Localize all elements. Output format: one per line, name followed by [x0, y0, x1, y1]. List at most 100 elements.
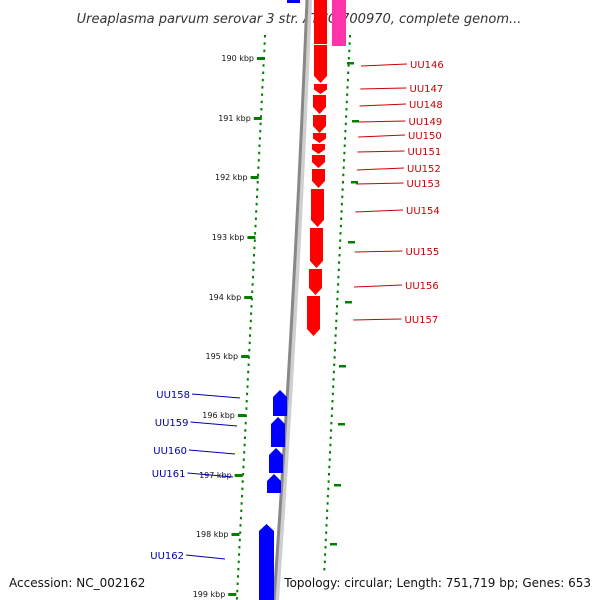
track-dot: [340, 210, 343, 213]
track-dot: [339, 239, 342, 242]
track-dot: [326, 502, 329, 505]
track-dot: [345, 115, 348, 118]
kbp-tick-mark: [244, 296, 253, 299]
kbp-tick-label: 195 kbp: [205, 352, 238, 361]
track-dot: [238, 538, 241, 542]
genome-summary: Topology: circular; Length: 751,719 bp; …: [283, 576, 591, 590]
track-dot: [244, 421, 247, 425]
track-dot: [338, 246, 341, 250]
track-dot: [261, 78, 264, 82]
track-dot: [337, 268, 340, 272]
kbp-tick-label: 194 kbp: [209, 293, 242, 302]
forward-gene-arrow: [307, 296, 320, 336]
track-dot: [250, 305, 253, 308]
kbp-tick-label: 196 kbp: [202, 411, 235, 420]
track-dot: [262, 64, 265, 67]
track-dot: [256, 188, 259, 191]
track-dot: [348, 49, 351, 53]
forward-gene-label: UU150: [408, 131, 442, 142]
map-title: Ureaplasma parvum serovar 3 str. ATCC 70…: [77, 12, 522, 27]
reverse-gene-arrow: [267, 474, 281, 493]
track-dot: [246, 385, 249, 388]
forward-gene-leader: [356, 182, 404, 185]
track-dash: [334, 484, 341, 487]
track-dash: [348, 241, 355, 244]
forward-gene-leader: [357, 150, 405, 153]
track-dot: [336, 290, 339, 293]
forward-gene-leader: [354, 250, 403, 253]
track-dot: [251, 283, 254, 286]
reverse-gene-leader: [191, 393, 241, 399]
track-dot: [242, 473, 245, 476]
track-dot: [257, 159, 260, 162]
track-dot: [332, 385, 335, 388]
track-dot: [346, 93, 349, 96]
track-dot: [240, 502, 243, 505]
forward-gene-label: UU149: [409, 117, 443, 128]
track-dot: [264, 35, 266, 38]
track-dot: [327, 480, 330, 483]
track-dot: [329, 436, 332, 439]
track-dot: [338, 254, 341, 257]
track-dot: [324, 538, 327, 542]
kbp-tick-label: 190 kbp: [221, 54, 254, 63]
track-dot: [329, 451, 331, 454]
track-dot: [327, 487, 330, 491]
left-tick-track: [235, 35, 266, 600]
track-dot: [237, 560, 240, 564]
track-dot: [257, 166, 260, 169]
track-dot: [260, 108, 263, 111]
track-dot: [335, 327, 337, 330]
track-dot: [324, 546, 327, 549]
track-dot: [343, 151, 346, 155]
track-dot: [333, 363, 336, 366]
track-dot: [347, 56, 350, 60]
forward-gene-arrow: [314, 84, 327, 94]
track-dot: [333, 356, 336, 359]
track-dot: [334, 334, 337, 337]
reverse-gene-label: UU162: [150, 551, 184, 562]
forward-gene-arrow: [310, 228, 323, 268]
track-dot: [331, 407, 334, 410]
track-dot: [344, 137, 347, 140]
track-dot: [342, 166, 345, 169]
track-dot: [241, 480, 244, 483]
track-dot: [337, 275, 340, 279]
track-dash: [347, 62, 354, 65]
kbp-tick-mark: [253, 117, 262, 120]
track-dot: [335, 312, 338, 315]
track-dot: [247, 363, 250, 366]
track-dot: [252, 268, 255, 272]
track-dot: [341, 195, 344, 199]
kbp-tick-mark: [247, 236, 256, 239]
top-forward-gene-fragment: [314, 0, 327, 44]
track-dot: [325, 516, 328, 520]
track-dot: [332, 370, 335, 374]
track-dot: [240, 509, 243, 512]
right-tick-track: [323, 35, 359, 571]
track-dash: [339, 365, 346, 368]
track-dot: [330, 429, 333, 432]
track-dot: [343, 159, 345, 162]
track-dot: [260, 115, 262, 118]
track-dot: [335, 319, 338, 323]
kbp-tick-mark: [257, 57, 265, 60]
track-dot: [328, 473, 330, 476]
track-dot: [346, 86, 349, 89]
reverse-gene-leader: [190, 421, 238, 427]
forward-gene-arrow: [313, 133, 326, 143]
track-dot: [339, 224, 342, 228]
track-dot: [342, 181, 344, 184]
track-dot: [340, 217, 343, 220]
track-dot: [254, 217, 257, 220]
track-dot: [323, 560, 326, 564]
accession-label: Accession: NC_002162: [9, 576, 145, 590]
track-dot: [331, 400, 334, 403]
track-dot: [338, 261, 341, 264]
track-dash: [330, 543, 337, 546]
track-dot: [243, 451, 246, 454]
track-dot: [246, 392, 249, 396]
track-dash: [338, 423, 345, 426]
track-dash: [345, 301, 352, 304]
kbp-tick-mark: [250, 176, 259, 179]
